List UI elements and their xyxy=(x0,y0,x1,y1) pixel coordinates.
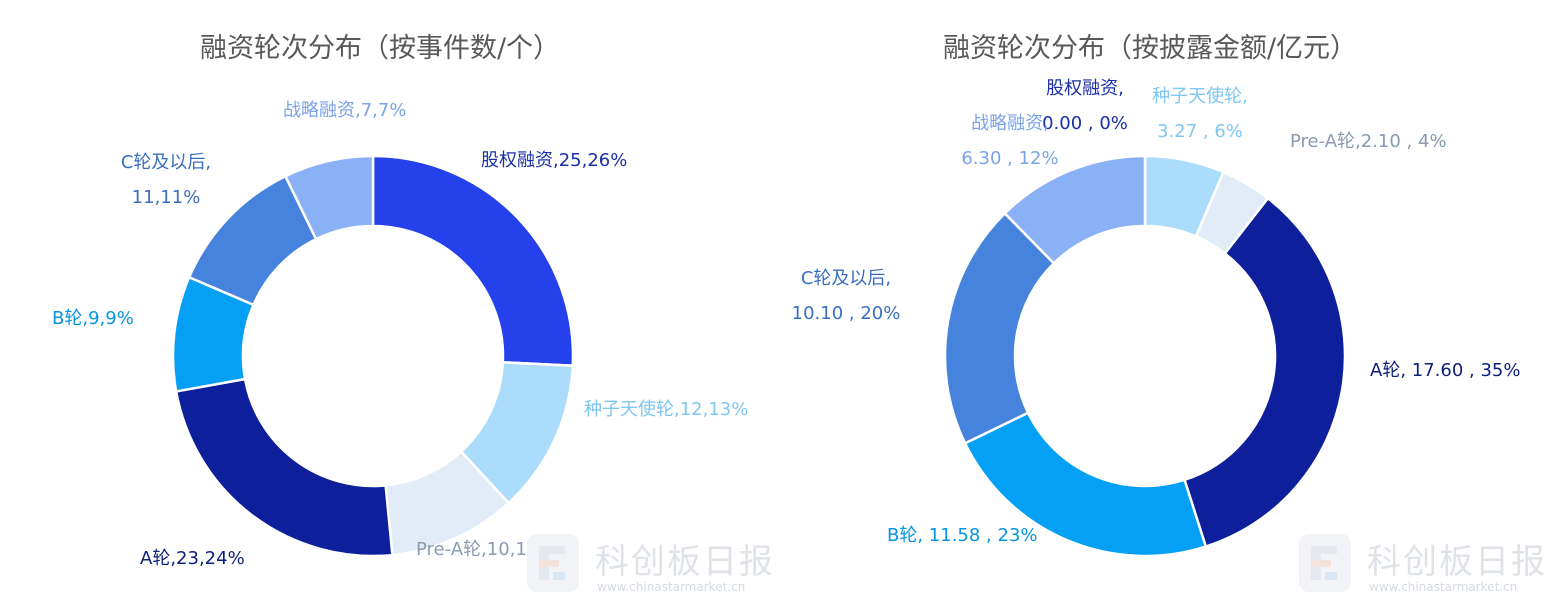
watermark-name: 科创板日报 xyxy=(1367,542,1545,582)
donut-chart-amount: 股权融资, 0.00 , 0% 种子天使轮, 3.27 , 6% Pre-A轮,2.10… xyxy=(792,78,1520,558)
donut-slice-6 xyxy=(283,154,375,241)
donut-slice-4 xyxy=(963,411,1208,558)
data-label-2: Pre-A轮,10,10% xyxy=(416,539,555,560)
data-label-4: B轮,9,9% xyxy=(52,308,134,329)
donut-slice-3 xyxy=(174,377,394,558)
donut-slice-6 xyxy=(1003,154,1147,266)
data-label-0: 股权融资,25,26% xyxy=(481,150,627,171)
data-label-6: 战略融资,7,7% xyxy=(283,100,406,121)
data-label-1: 种子天使轮, 3.27 , 6% xyxy=(1152,86,1248,142)
donut-slice-0 xyxy=(371,154,575,368)
data-label-4: B轮, 11.58 , 23% xyxy=(887,525,1038,546)
data-label-3: A轮, 17.60 , 35% xyxy=(1370,360,1520,381)
watermark-url: www.chinastarmarket.cn xyxy=(597,580,746,594)
watermark-url: www.chinastarmarket.cn xyxy=(1369,580,1518,594)
data-label-0: 股权融资, 0.00 , 0% xyxy=(1042,78,1128,134)
watermark-logo-icon xyxy=(527,534,579,592)
data-label-2: Pre-A轮,2.10 , 4% xyxy=(1290,131,1447,152)
chart-title-amount: 融资轮次分布（按披露金额/亿元） xyxy=(942,33,1358,64)
data-label-6: 战略融资, 6.30 , 12% xyxy=(961,113,1058,169)
watermark-logo-icon xyxy=(1299,534,1351,592)
data-label-5: C轮及以后, 10.10 , 20% xyxy=(792,268,901,324)
donut-chart-count: 股权融资,25,26% 种子天使轮,12,13% Pre-A轮,10,10% A轮,2… xyxy=(52,100,748,569)
chart-title-count: 融资轮次分布（按事件数/个） xyxy=(199,33,561,64)
donut-slice-3 xyxy=(1182,196,1347,549)
data-label-1: 种子天使轮,12,13% xyxy=(584,399,748,420)
watermark-name: 科创板日报 xyxy=(595,542,775,582)
data-label-3: A轮,23,24% xyxy=(140,548,245,569)
data-label-5: C轮及以后, 11,11% xyxy=(121,152,211,208)
